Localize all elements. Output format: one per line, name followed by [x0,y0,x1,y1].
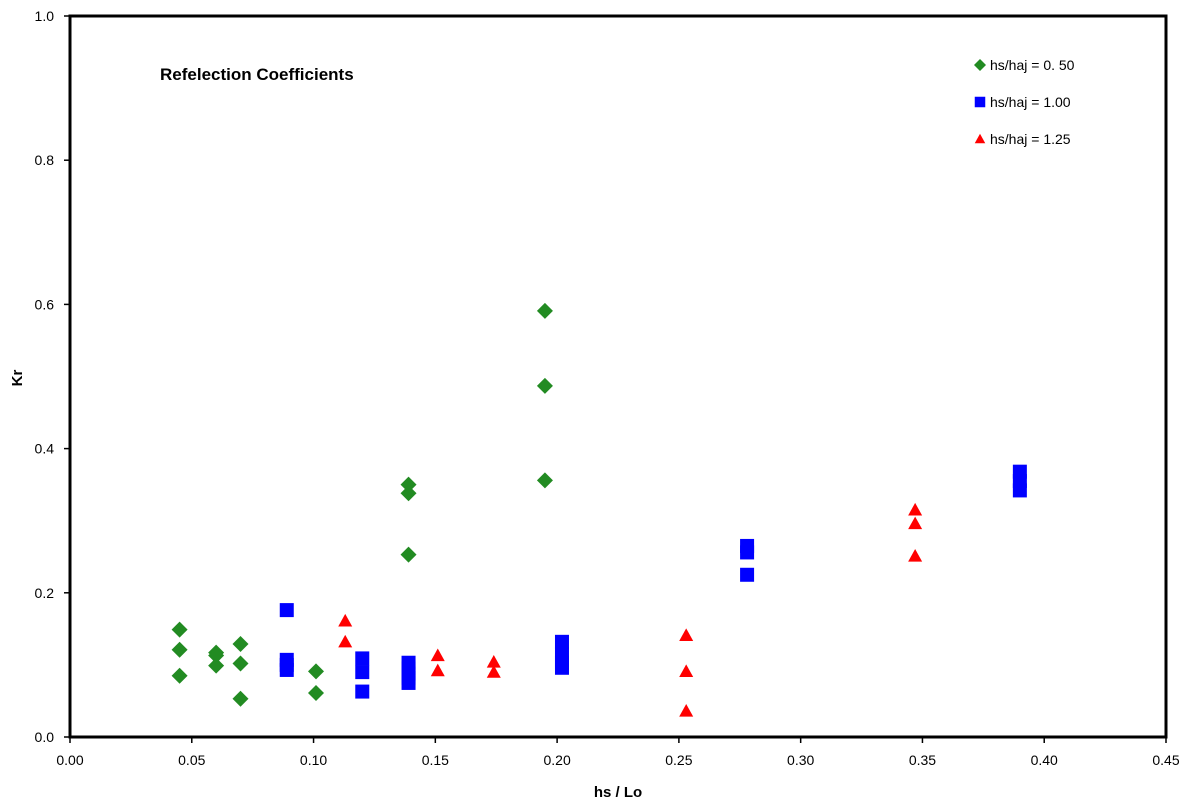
data-point-diamond [208,657,225,674]
legend-label: hs/haj = 1.25 [990,131,1071,147]
x-tick-label: 0.40 [1031,752,1058,768]
data-point-triangle [338,634,353,648]
legend-label: hs/haj = 1.00 [990,94,1071,110]
data-point-square [279,662,294,677]
data-point-triangle [908,516,923,530]
data-point-diamond [536,377,553,394]
data-point-diamond [232,635,249,652]
data-point-triangle [679,664,694,677]
data-point-diamond [171,621,188,638]
data-point-triangle [486,665,501,678]
plot-area [68,14,1168,739]
x-tick-label: 0.30 [787,752,814,768]
chart-title: Refelection Coefficients [160,65,354,84]
data-point-square [279,603,294,618]
data-point-triangle [908,502,923,516]
y-tick-label: 0.6 [35,296,55,312]
data-point-diamond [232,655,249,672]
data-point-diamond [536,302,553,319]
legend-marker-triangle [974,133,986,144]
data-point-triangle [679,704,694,717]
y-axis-title: Kr [9,370,26,387]
data-point-triangle [430,648,445,662]
data-point-diamond [171,641,188,658]
x-tick-label: 0.25 [665,752,692,768]
data-point-square [401,675,416,690]
legend-label: hs/haj = 0. 50 [990,57,1075,73]
y-tick-label: 0.4 [35,441,55,457]
y-tick-label: 0.8 [35,152,55,168]
data-point-square [554,660,569,675]
x-axis-title: hs / Lo [594,784,642,801]
data-point-diamond [400,485,417,502]
x-axis: 0.00 0.05 0.10 0.15 0.20 0.25 0.30 0.35 0.40 0.45 [56,737,1180,768]
y-axis: 0.0 0.2 0.4 0.6 0.8 1.0 [35,8,70,745]
data-point-diamond [400,476,417,493]
x-tick-label: 0.05 [178,752,205,768]
x-tick-label: 0.10 [300,752,327,768]
x-tick-label: 0.35 [909,752,936,768]
data-point-square [554,634,569,649]
data-point-triangle [430,663,445,677]
data-point-triangle [679,628,694,641]
y-tick-label: 1.0 [35,8,55,24]
legend: hs/haj = 0. 50 hs/haj = 1.00 hs/haj = 1.25 [974,57,1075,147]
y-tick-label: 0.0 [35,729,55,745]
data-point-diamond [536,472,553,489]
data-point-diamond [307,663,324,680]
data-point-square [1012,483,1027,498]
data-point-diamond [171,667,188,684]
data-point-square [355,651,370,666]
data-point-diamond [307,685,324,702]
x-tick-label: 0.15 [422,752,449,768]
x-tick-label: 0.20 [543,752,570,768]
data-point-diamond [232,690,249,707]
data-point-triangle [908,549,923,562]
y-tick-label: 0.2 [35,585,55,601]
data-point-square [355,665,370,680]
data-point-square [740,545,755,560]
data-point-square [740,567,755,582]
data-point-triangle [338,613,353,627]
data-point-diamond [400,546,417,563]
x-tick-label: 0.45 [1152,752,1179,768]
data-points [171,302,1027,717]
data-point-diamond [208,647,225,664]
data-point-triangle [486,655,501,668]
legend-marker-diamond [974,59,986,71]
x-tick-label: 0.00 [56,752,83,768]
data-point-square [355,684,370,699]
legend-marker-square [974,96,986,108]
